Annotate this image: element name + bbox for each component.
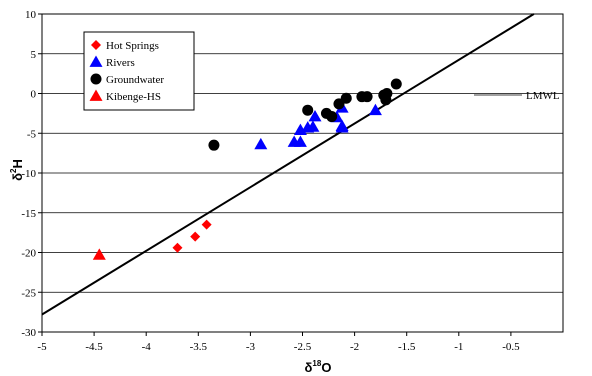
lmwl-line <box>41 13 535 316</box>
rivers-point <box>308 110 322 122</box>
y-tick-label: -20 <box>21 248 36 260</box>
x-tick-label: -3 <box>246 341 256 353</box>
rivers-point <box>368 103 382 116</box>
x-tick-label: -2.5 <box>294 341 312 353</box>
rivers-point <box>335 121 349 133</box>
groundwater-point <box>340 92 352 104</box>
groundwater-point <box>361 91 373 103</box>
legend-label-groundwater: Groundwater <box>106 74 164 86</box>
x-tick-label: -4.5 <box>85 341 103 353</box>
x-tick-label: -1 <box>454 341 463 353</box>
legend-marker-rivers <box>89 55 103 67</box>
y-tick-label: -15 <box>21 208 36 220</box>
legend-marker-groundwater <box>90 73 102 85</box>
hot-springs-point <box>201 219 212 230</box>
x-tick-label: -4 <box>142 341 152 353</box>
x-tick-label: -0.5 <box>502 341 520 353</box>
rivers-point <box>293 135 307 147</box>
x-tick-label: -3.5 <box>190 341 208 353</box>
hot-springs-point <box>172 242 183 253</box>
groundwater-point <box>208 139 220 151</box>
y-tick-label: 0 <box>31 89 37 101</box>
y-tick-label: -25 <box>21 287 36 299</box>
hot-springs-point <box>190 231 201 242</box>
y-tick-label: -30 <box>21 327 36 339</box>
x-tick-label: -1.5 <box>398 341 416 353</box>
x-tick-label: -2 <box>350 341 359 353</box>
kibenge-hs-point <box>92 248 106 260</box>
groundwater-point <box>380 94 392 106</box>
x-axis-title: δ18O <box>305 359 332 375</box>
legend-label-kibenge-hs: Kibenge-HS <box>106 91 161 103</box>
data-points <box>92 78 402 260</box>
legend-box <box>83 31 195 111</box>
rivers-point <box>254 137 268 150</box>
legend-marker-hot-springs <box>91 40 101 50</box>
groundwater-point <box>302 104 314 116</box>
y-tick-label: -10 <box>21 168 36 180</box>
legend-label-rivers: Rivers <box>106 57 135 69</box>
groundwater-point <box>326 111 338 123</box>
legend-marker-kibenge-hs <box>89 89 103 101</box>
rivers-point <box>306 120 320 132</box>
reference-lines <box>41 13 535 316</box>
y-tick-label: -5 <box>27 128 37 140</box>
y-tick-label: 5 <box>31 49 37 61</box>
y-axis-title: δ2H <box>9 159 25 181</box>
lmwl-annotation-label: LMWL <box>526 90 560 102</box>
y-tick-label: 10 <box>25 9 37 21</box>
legend: Hot Springs Rivers Groundwater Kibenge-HS <box>83 31 195 111</box>
x-tick-label: -5 <box>37 341 47 353</box>
legend-label-hot-springs: Hot Springs <box>106 40 159 52</box>
groundwater-point <box>390 78 402 90</box>
